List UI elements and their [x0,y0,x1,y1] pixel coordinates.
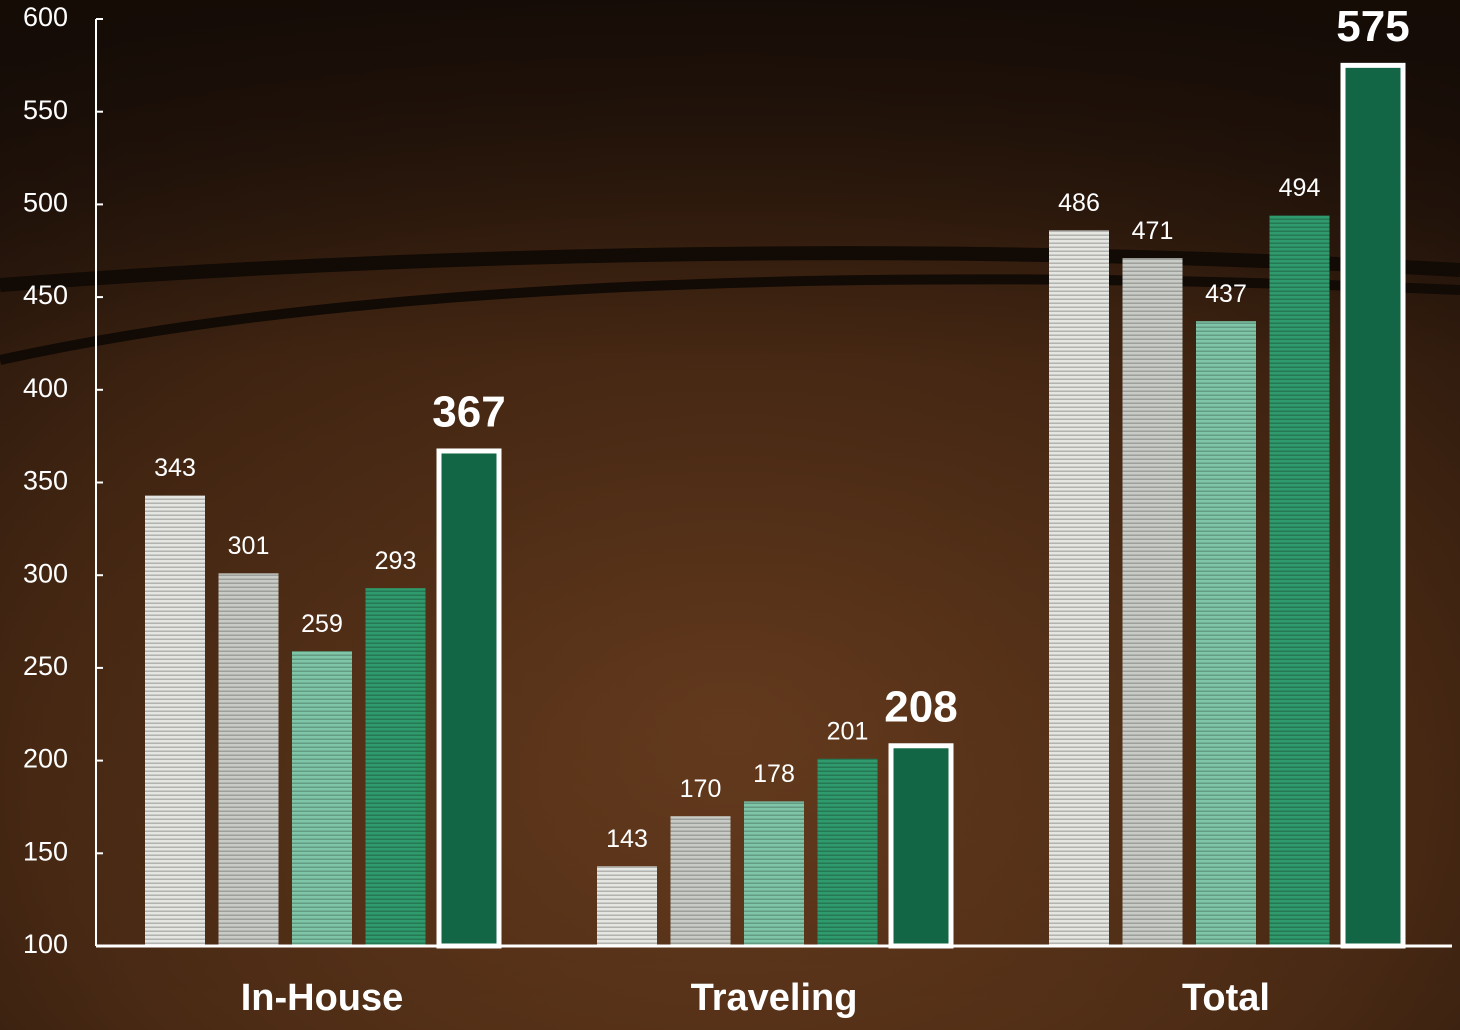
bar [1196,321,1256,946]
bar [219,573,279,946]
bar [439,451,499,946]
bar [744,801,804,946]
y-tick-label: 500 [23,188,68,218]
y-tick-label: 400 [23,373,68,403]
y-tick-label: 200 [23,744,68,774]
y-tick-label: 100 [23,929,68,959]
bar [671,816,731,946]
x-tick-label: Traveling [691,977,858,1019]
data-label: 437 [1205,280,1247,308]
bar [1270,216,1330,946]
y-tick-label: 450 [23,280,68,310]
y-tick-label: 300 [23,558,68,588]
data-label: 201 [827,717,869,745]
data-label: 343 [154,454,196,482]
y-tick-label: 150 [23,836,68,866]
bar [891,746,951,946]
data-label: 178 [753,760,795,788]
bar [597,866,657,946]
chart: 100 150 200 250 300 350 400 450 500 550 600 343 301 2… [0,0,1460,1030]
data-label: 486 [1058,189,1100,217]
data-label: 208 [884,682,957,731]
data-label: 143 [606,825,648,853]
data-label: 259 [301,610,343,638]
data-label: 301 [228,532,270,560]
data-label: 494 [1279,174,1321,202]
y-tick-label: 250 [23,651,68,681]
x-tick-label: Total [1182,977,1270,1019]
bar [1049,230,1109,946]
data-label: 367 [432,388,505,437]
bar [145,495,205,946]
bar [1343,65,1403,946]
y-tick-label: 600 [23,2,68,32]
bar [292,651,352,946]
data-label: 293 [375,547,417,575]
data-label: 471 [1132,217,1174,245]
bar [1123,258,1183,946]
bar [366,588,426,946]
data-label: 575 [1336,2,1409,51]
x-tick-label: In-House [241,977,404,1019]
bar [818,759,878,946]
y-tick-label: 550 [23,95,68,125]
data-label: 170 [680,775,722,803]
y-tick-label: 350 [23,466,68,496]
